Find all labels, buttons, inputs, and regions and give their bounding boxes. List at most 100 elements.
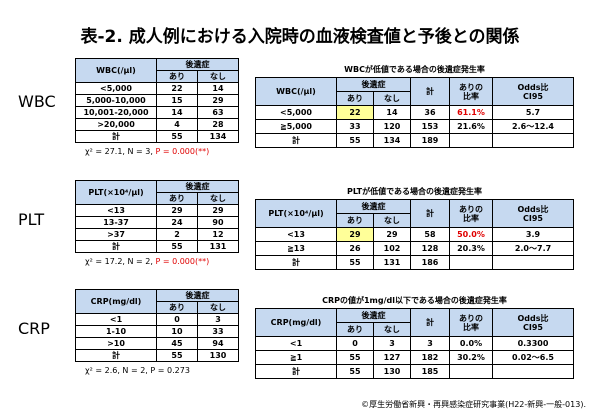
table-cell: <1 xyxy=(255,336,337,351)
table-row: 計 55 131 xyxy=(75,240,239,253)
table-row: 10,001-20,000 14 63 xyxy=(75,106,239,119)
header-cell: あり xyxy=(156,70,198,83)
section-label: WBC xyxy=(18,92,56,111)
table-row: 計 55 130 xyxy=(75,349,239,362)
table-cell: 計 xyxy=(255,255,337,270)
table-cell: 0.0% xyxy=(449,336,493,351)
table-row: 計 55 134 189 xyxy=(255,133,574,148)
table-row: <1 0 3 xyxy=(75,313,239,326)
header-row: あり なし xyxy=(256,322,574,337)
header-cell: Odds比 CI95 xyxy=(492,199,574,228)
table-cell: 131 xyxy=(197,240,239,253)
table-row: 5,000-10,000 15 29 xyxy=(75,94,239,107)
table-row: 13-37 24 90 xyxy=(75,216,239,229)
table-cell: 55 xyxy=(336,364,374,379)
section: CRP CRP(mg/dl) 後遺症 あり なし <1 0 3 1-10 10 33 >10 45 94 計… xyxy=(0,289,600,399)
table-cell: 2 xyxy=(156,228,198,241)
table-cell: 0 xyxy=(336,336,374,351)
empty-cell xyxy=(492,133,574,148)
table-cell: <1 xyxy=(75,313,157,326)
table-cell: 29 xyxy=(197,94,239,107)
table-cell: 134 xyxy=(197,130,239,143)
risk-table: WBC(/μl) 後遺症計ありの 比率 Odds比 CI95 あり なし <5,000 22… xyxy=(255,77,574,148)
risk-table: PLT(×10⁴/μl) 後遺症計ありの 比率 Odds比 CI95 あり なし <13 2… xyxy=(255,199,574,270)
table-cell: 102 xyxy=(373,241,411,256)
header-cell: あり xyxy=(336,91,374,106)
header-cell: なし xyxy=(373,322,411,337)
empty-cell xyxy=(492,255,574,270)
table-cell: 26 xyxy=(336,241,374,256)
header-cell: PLT(×10⁴/μl) xyxy=(75,180,157,205)
header-cell: 後遺症 xyxy=(156,289,239,302)
table-row: <5,000 22 14 xyxy=(75,82,239,95)
stat: χ² = 17.2, N = 2, P = 0.000(**) xyxy=(85,257,239,266)
table-cell: 29 xyxy=(197,204,239,217)
table-cell: >20,000 xyxy=(75,118,157,131)
table-cell: 58 xyxy=(410,227,450,242)
table-cell: 5.7 xyxy=(492,105,574,120)
table-row: <13 29 29 58 50.0% 3.9 xyxy=(255,227,574,242)
table-row: ≧1 55 127 182 30.2% 0.02～6.5 xyxy=(255,350,574,365)
table-cell: 13-37 xyxy=(75,216,157,229)
table-cell: ≧5,000 xyxy=(255,119,337,134)
header-cell: なし xyxy=(197,301,239,314)
table-row: 計 55 134 xyxy=(75,130,239,143)
stat-text: χ² = 17.2, N = 2, xyxy=(85,257,153,266)
header-row: あり なし xyxy=(256,213,574,228)
table-cell: 90 xyxy=(197,216,239,229)
table-cell: <5,000 xyxy=(75,82,157,95)
empty-cell xyxy=(492,364,574,379)
table-cell: 4 xyxy=(156,118,198,131)
table-cell: 130 xyxy=(373,364,411,379)
section: PLT PLT(×10⁴/μl) 後遺症 あり なし <13 29 29 13-37 24 90 >3… xyxy=(0,180,600,290)
table-cell: 5,000-10,000 xyxy=(75,94,157,107)
table-cell: 12 xyxy=(197,228,239,241)
table-cell: 10 xyxy=(156,325,198,338)
table-row: >10 45 94 xyxy=(75,337,239,350)
header-cell: あり xyxy=(156,192,198,205)
table-row: <1 0 3 3 0.0% 0.3300 xyxy=(255,336,574,351)
table-cell: 24 xyxy=(156,216,198,229)
risk-block: CRPの値が1mg/dl以下である場合の後遺症発生率 CRP(mg/dl) 後遺症計… xyxy=(255,295,574,379)
p-value: P = 0.000(**) xyxy=(155,147,210,156)
risk-table: CRP(mg/dl) 後遺症計ありの 比率 Odds比 CI95 あり なし <1 0 3 3 0… xyxy=(255,308,574,379)
table-row: <5,000 22 14 36 61.1% 5.7 xyxy=(255,105,574,120)
table-cell: 55 xyxy=(156,349,198,362)
table-row: 計 55 131 186 xyxy=(255,255,574,270)
table-cell: 185 xyxy=(410,364,450,379)
p-value: P = 0.000(**) xyxy=(155,257,210,266)
header-cell: CRP(mg/dl) xyxy=(75,289,157,314)
header-cell: 計 xyxy=(410,308,450,337)
table-cell: 128 xyxy=(410,241,450,256)
header-cell: Odds比 CI95 xyxy=(492,77,574,106)
table-cell: 計 xyxy=(255,133,337,148)
table-cell: 3 xyxy=(410,336,450,351)
table-cell: 10,001-20,000 xyxy=(75,106,157,119)
header-cell: あり xyxy=(336,213,374,228)
table-cell: 14 xyxy=(197,82,239,95)
table-cell: 55 xyxy=(336,255,374,270)
table-cell: 33 xyxy=(197,325,239,338)
table-cell: 30.2% xyxy=(449,350,493,365)
stat: χ² = 2.6, N = 2, P = 0.273 xyxy=(85,366,239,375)
table-cell: 計 xyxy=(255,364,337,379)
table-cell: ≧1 xyxy=(255,350,337,365)
table-cell: 14 xyxy=(156,106,198,119)
header-cell: WBC(/μl) xyxy=(75,58,157,83)
table-cell: 130 xyxy=(197,349,239,362)
table-cell: 3 xyxy=(373,336,411,351)
header-row: CRP(mg/dl) 後遺症 xyxy=(75,289,239,314)
section: WBC WBC(/μl) 後遺症 あり なし <5,000 22 14 5,000-10,000… xyxy=(0,58,600,168)
table-cell: 63 xyxy=(197,106,239,119)
header-row: PLT(×10⁴/μl) 後遺症 xyxy=(75,180,239,205)
table-row: 計 55 130 185 xyxy=(255,364,574,379)
table-cell: 28 xyxy=(197,118,239,131)
header-cell: WBC(/μl) xyxy=(255,77,337,106)
title: 表-2. 成人例における入院時の血液検査値と予後との関係 xyxy=(80,27,520,47)
header-row: あり なし xyxy=(76,301,239,314)
p-value: P = 0.273 xyxy=(150,366,190,375)
table-cell: >37 xyxy=(75,228,157,241)
table-cell: 15 xyxy=(156,94,198,107)
table-cell: 50.0% xyxy=(449,227,493,242)
